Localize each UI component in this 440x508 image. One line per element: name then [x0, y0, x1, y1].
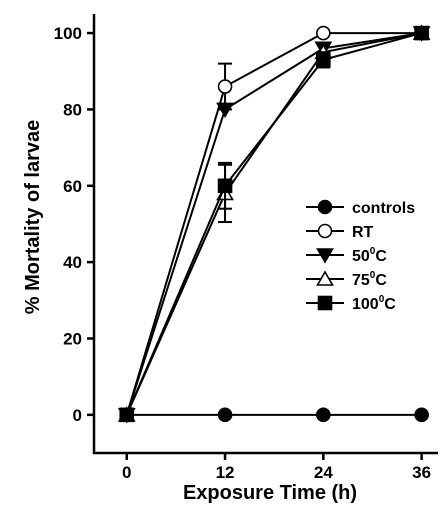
x-tick-label: 24: [314, 463, 333, 482]
y-tick-label: 60: [63, 177, 82, 196]
legend-label: 500C: [352, 246, 387, 265]
data-point: [414, 25, 429, 41]
legend-label: RT: [352, 224, 374, 241]
data-point: [217, 178, 233, 194]
series-1: [119, 25, 429, 423]
data-point: [316, 52, 331, 68]
x-tick-label: 12: [216, 463, 235, 482]
data-point: [414, 407, 429, 423]
data-point: [216, 102, 234, 119]
legend-label: 1000C: [352, 294, 396, 313]
legend-marker: [317, 199, 333, 215]
series-line: [125, 32, 422, 416]
x-axis-title: Exposure Time (h): [183, 482, 357, 504]
series-4: [119, 25, 429, 423]
legend-marker: [317, 223, 333, 239]
legend-item: 1000C: [306, 294, 396, 313]
series-line: [125, 32, 422, 416]
y-tick-label: 80: [63, 100, 82, 119]
legend-label: 750C: [352, 270, 387, 289]
legend-label: controls: [352, 200, 415, 217]
legend: controls RT 500C 750C 1000C: [306, 199, 415, 313]
data-point: [217, 79, 233, 94]
x-tick-label: 36: [412, 463, 431, 482]
legend-item: 750C: [306, 270, 387, 289]
legend-item: RT: [306, 223, 374, 241]
data-point: [119, 407, 135, 423]
series-line: [125, 32, 422, 416]
y-tick-label: 0: [73, 406, 82, 425]
data-point: [316, 25, 331, 41]
series-0: [119, 407, 429, 423]
y-axis-title: % Mortality of larvae: [22, 120, 44, 315]
data-point: [217, 407, 233, 423]
legend-item: controls: [306, 199, 415, 217]
series-3: [117, 24, 431, 422]
legend-marker: [317, 295, 333, 311]
series-layer: [117, 24, 431, 424]
y-tick-label: 20: [63, 329, 82, 348]
data-point: [316, 407, 331, 423]
legend-marker: [316, 248, 334, 264]
y-tick-label: 40: [63, 253, 82, 272]
legend-item: 500C: [306, 246, 387, 265]
x-tick-label: 0: [122, 463, 131, 482]
y-tick-label: 100: [54, 24, 82, 43]
legend-marker: [316, 270, 334, 286]
series-2: [117, 26, 431, 424]
series-line: [125, 32, 422, 416]
axes: 0 20 40 60 80 100 0 12 24 36: [54, 14, 438, 482]
